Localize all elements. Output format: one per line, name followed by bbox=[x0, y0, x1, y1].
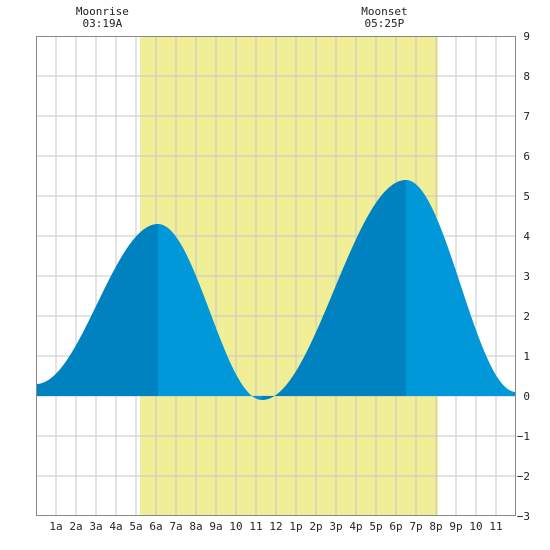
x-tick-label: 7a bbox=[169, 520, 182, 533]
tide-rising-area bbox=[262, 180, 406, 400]
y-tick-label: −2 bbox=[517, 470, 530, 483]
y-tick-label: 4 bbox=[523, 230, 530, 243]
y-tick-label: 0 bbox=[523, 390, 530, 403]
moon-annotations: Moonrise 03:19A Moonset 05:25P bbox=[76, 5, 408, 30]
moonrise-label: Moonrise bbox=[76, 5, 129, 18]
x-tick-label: 6a bbox=[149, 520, 162, 533]
y-tick-label: 1 bbox=[523, 350, 530, 363]
x-tick-label: 10 bbox=[469, 520, 482, 533]
moonset-time: 05:25P bbox=[365, 17, 405, 30]
y-tick-label: 8 bbox=[523, 70, 530, 83]
x-tick-label: 9a bbox=[209, 520, 222, 533]
moonset-label: Moonset bbox=[361, 5, 407, 18]
x-tick-label: 5p bbox=[369, 520, 382, 533]
x-tick-label: 2p bbox=[309, 520, 322, 533]
y-tick-label: 6 bbox=[523, 150, 530, 163]
y-tick-label: 5 bbox=[523, 190, 530, 203]
tide-falling-area bbox=[406, 180, 516, 396]
x-tick-label: 1a bbox=[49, 520, 62, 533]
x-tick-label: 10 bbox=[229, 520, 242, 533]
x-tick-label: 7p bbox=[409, 520, 422, 533]
tide-falling-area bbox=[158, 224, 262, 400]
x-tick-label: 12 bbox=[269, 520, 282, 533]
y-tick-label: −1 bbox=[517, 430, 530, 443]
x-tick-label: 3a bbox=[89, 520, 102, 533]
x-tick-label: 9p bbox=[449, 520, 462, 533]
x-tick-label: 2a bbox=[69, 520, 82, 533]
tide-layer bbox=[36, 180, 516, 400]
y-tick-label: 2 bbox=[523, 310, 530, 323]
frame-layer bbox=[36, 36, 516, 516]
plot-frame bbox=[36, 36, 516, 516]
y-tick-label: 7 bbox=[523, 110, 530, 123]
x-tick-label: 4p bbox=[349, 520, 362, 533]
x-tick-label: 6p bbox=[389, 520, 402, 533]
x-tick-label: 1p bbox=[289, 520, 302, 533]
x-tick-label: 8a bbox=[189, 520, 202, 533]
y-tick-label: −3 bbox=[517, 510, 530, 523]
x-tick-label: 11 bbox=[489, 520, 502, 533]
x-tick-label: 8p bbox=[429, 520, 442, 533]
x-tick-label: 5a bbox=[129, 520, 142, 533]
x-tick-label: 11 bbox=[249, 520, 262, 533]
x-tick-label: 4a bbox=[109, 520, 122, 533]
x-tick-label: 3p bbox=[329, 520, 342, 533]
tide-rising-area bbox=[36, 224, 158, 396]
moonrise-time: 03:19A bbox=[83, 17, 123, 30]
y-tick-label: 9 bbox=[523, 30, 530, 43]
y-tick-label: 3 bbox=[523, 270, 530, 283]
y-tick-labels: −3 −2 −1 0 1 2 3 4 5 6 7 8 9 bbox=[517, 30, 531, 523]
x-tick-labels: 1a 2a 3a 4a 5a 6a 7a 8a 9a 10 11 12 1p 2p 3p 4p 5p 6p 7p 8p… bbox=[49, 520, 502, 533]
